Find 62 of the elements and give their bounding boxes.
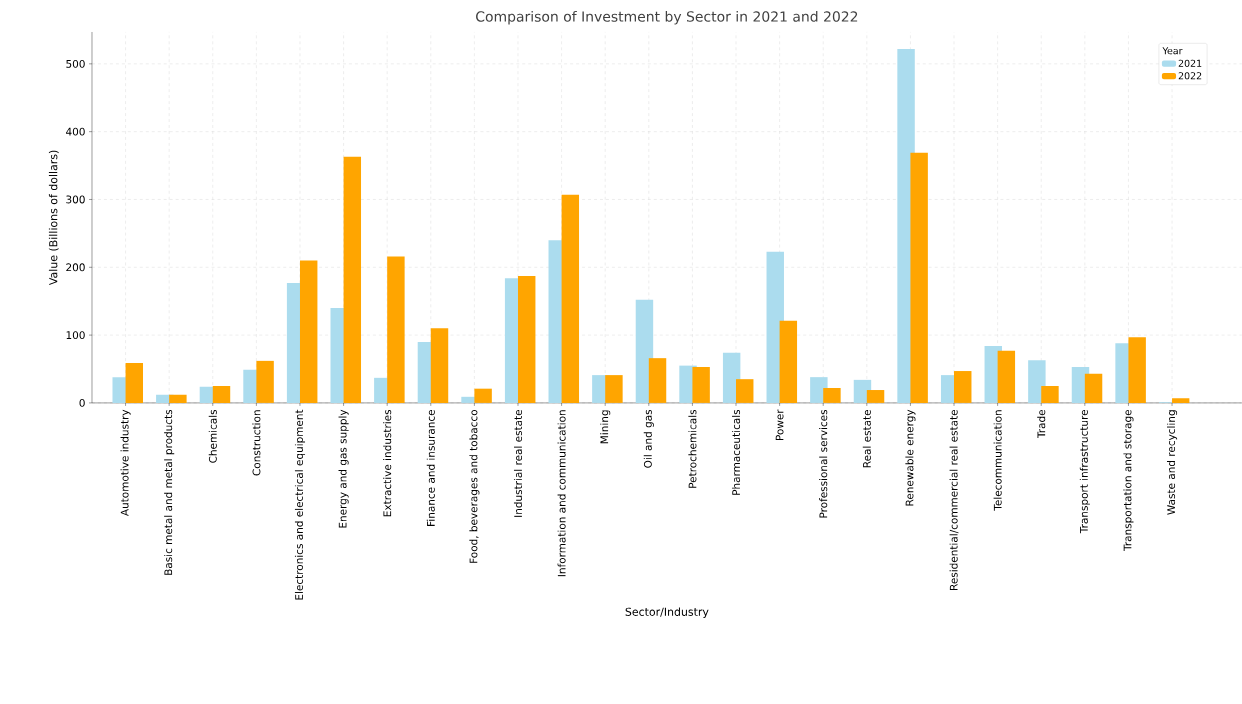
x-tick-label: Mining — [600, 410, 611, 444]
x-tick-label: Trade — [1037, 410, 1046, 439]
bar — [343, 156, 362, 403]
x-tick-label: Power — [775, 409, 784, 441]
bar — [256, 360, 274, 403]
y-tick-label: 0 — [79, 399, 85, 407]
x-tick-label: Transport infrastructure — [1079, 410, 1090, 534]
bar — [1041, 386, 1059, 403]
x-tick-label: Electronics and electrical equipment — [294, 409, 306, 600]
x-tick-label: Professional services — [819, 410, 828, 518]
bar — [823, 388, 841, 403]
x-axis-title: Sector/Industry — [625, 607, 709, 619]
y-tick-label: 400 — [66, 127, 85, 136]
x-tick-label: Automotive industry — [120, 409, 131, 517]
x-tick-label: Information and communication — [557, 410, 566, 577]
bar — [997, 350, 1016, 403]
bar — [736, 379, 754, 403]
x-tick-label: Extractive industries — [383, 410, 392, 517]
legend-label: 2021 — [1178, 59, 1202, 67]
x-tick-label: Food, beverages and tobacco — [469, 410, 480, 563]
bar — [169, 394, 187, 403]
bar — [1084, 373, 1103, 403]
y-axis-title: Value (Billions of dollars) — [48, 150, 59, 286]
x-tick-label: Transportation and storage — [1123, 410, 1134, 552]
y-tick-label: 100 — [66, 331, 85, 340]
x-tick-label: Real estate — [862, 410, 871, 468]
y-tick-label: 500 — [66, 59, 85, 68]
x-tick-label: Waste and recycling — [1166, 410, 1178, 515]
legend-title: Year — [1162, 47, 1183, 55]
bar — [866, 390, 885, 403]
bar — [954, 371, 972, 403]
x-tick-label: Petrochemicals — [688, 410, 697, 488]
bar — [299, 260, 318, 403]
bar — [387, 256, 405, 403]
x-tick-label: Renewable energy — [905, 409, 916, 506]
bar — [648, 358, 667, 403]
bar — [430, 328, 449, 403]
bar — [561, 194, 580, 403]
x-tick-label: Industrial real estate — [513, 410, 523, 517]
bar — [518, 276, 536, 403]
bar — [779, 320, 798, 403]
bar — [125, 362, 144, 403]
x-tick-label: Construction — [252, 410, 261, 476]
bar — [910, 152, 928, 403]
legend-label: 2022 — [1178, 72, 1202, 80]
bar — [1128, 337, 1146, 403]
bar — [1172, 398, 1190, 403]
x-tick-label: Energy and gas supply — [338, 409, 349, 528]
x-tick-label: Telecommunication — [993, 410, 1002, 511]
bar — [692, 367, 710, 403]
chart-title: Comparison of Investment by Sector in 2021 and 2022 — [476, 11, 858, 25]
bar — [605, 375, 623, 403]
y-tick-label: 300 — [66, 195, 85, 204]
y-tick-label: 200 — [66, 263, 85, 272]
bar — [212, 386, 231, 403]
x-tick-label: Finance and insurance — [426, 410, 435, 526]
x-tick-label: Residential/commercial real estate — [949, 410, 959, 590]
x-tick-label: Oil and gas — [643, 410, 654, 468]
x-tick-label: Chemicals — [208, 410, 217, 463]
x-tick-label: Basic metal and metal products — [164, 409, 175, 575]
x-tick-label: Pharmaceuticals — [731, 409, 741, 495]
bar — [474, 388, 492, 403]
